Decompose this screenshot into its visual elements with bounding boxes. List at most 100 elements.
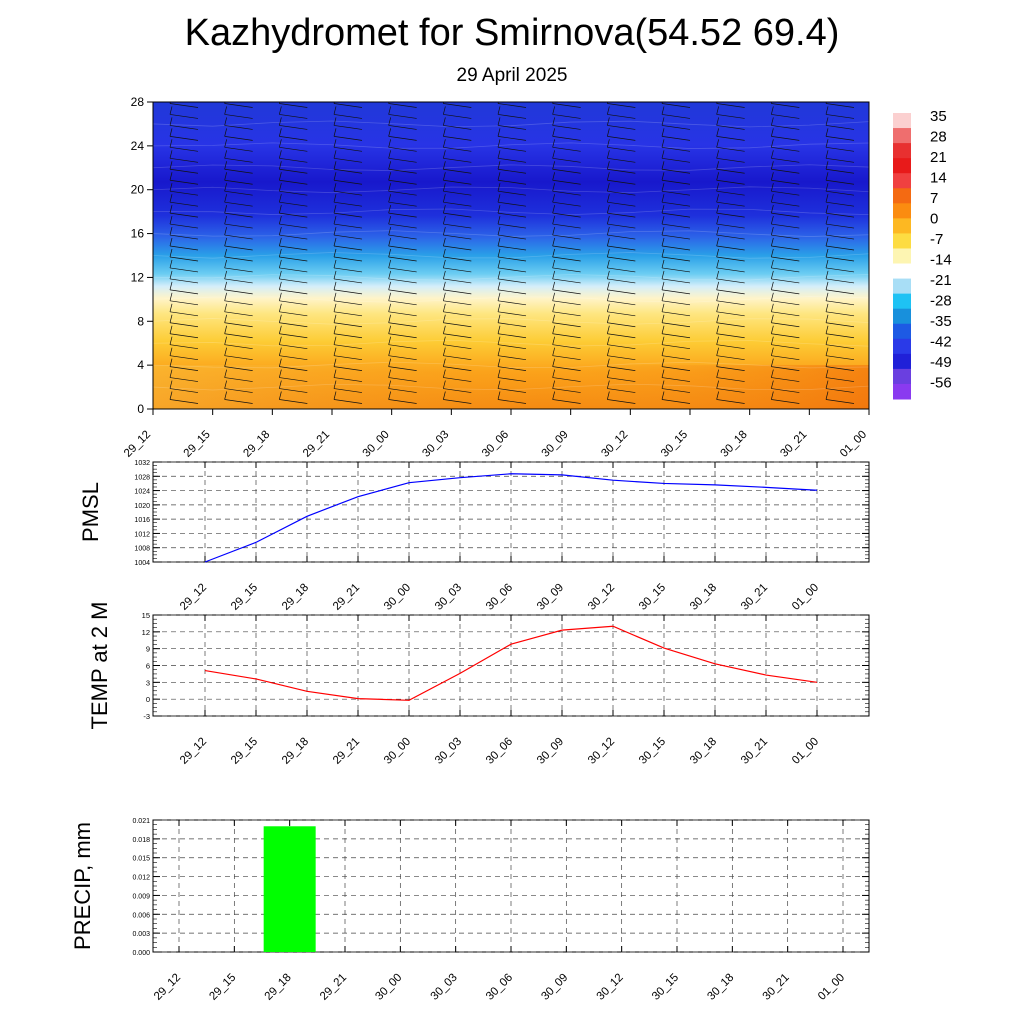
wind-barb	[825, 347, 855, 361]
barb-flag	[770, 194, 774, 203]
barb-shaft	[279, 157, 308, 163]
barb-shaft	[388, 168, 417, 174]
wind-barb	[552, 226, 581, 240]
wind-barb	[552, 172, 581, 185]
barb-flag	[388, 194, 392, 203]
wind-barb	[661, 369, 691, 382]
barb-flag	[388, 281, 392, 290]
barb-shaft	[333, 168, 363, 174]
wind-barb	[552, 303, 581, 317]
x-tick-label: 30_12	[586, 736, 617, 767]
wind-barb	[716, 194, 745, 207]
x-tick-label: 29_15	[229, 736, 260, 767]
y-tick-label: 1028	[134, 474, 150, 481]
barb-flag	[388, 117, 392, 126]
wind-barb	[552, 270, 581, 284]
precip-bar	[263, 826, 316, 952]
wind-barb	[661, 150, 691, 163]
wind-barb	[388, 292, 417, 306]
wind-barb	[825, 205, 855, 218]
barb-shaft	[607, 136, 636, 141]
barb-shaft	[224, 344, 253, 350]
barb-flag	[224, 369, 228, 378]
barb-shaft	[497, 168, 527, 174]
barb-shaft	[169, 366, 199, 371]
wind-barb	[661, 358, 691, 371]
barb-flag	[552, 106, 556, 115]
barb-shaft	[497, 234, 527, 240]
barb-flag	[278, 128, 282, 137]
barb-flag	[606, 106, 610, 115]
barb-flag	[333, 226, 337, 236]
barb-flag	[333, 205, 337, 214]
barb-shaft	[825, 234, 855, 240]
barb-shaft	[388, 399, 417, 404]
barb-flag	[661, 237, 665, 247]
y-tick-label: 16	[131, 227, 145, 241]
barb-flag	[169, 336, 173, 345]
wind-barb	[606, 139, 636, 152]
barb-shaft	[716, 136, 745, 141]
barb-flag	[169, 292, 173, 301]
wind-barb	[169, 172, 199, 185]
barb-flag	[825, 139, 829, 148]
barb-flag	[661, 270, 665, 279]
barb-shaft	[333, 267, 363, 273]
wind-barb	[278, 183, 308, 196]
wind-barb	[169, 391, 199, 404]
wind-barb	[661, 270, 691, 284]
wind-barb	[278, 336, 308, 350]
barb-flag	[716, 391, 720, 400]
barb-shaft	[771, 201, 800, 207]
x-tick-label: 30_06	[484, 972, 515, 1003]
barb-flag	[552, 194, 556, 203]
x-tick-label: 29_15	[229, 582, 260, 613]
barb-shaft	[716, 103, 745, 108]
wind-barb	[224, 139, 253, 152]
x-tick-label: 30_21	[761, 972, 792, 1003]
contour-line	[153, 383, 869, 391]
barb-shaft	[825, 136, 855, 141]
barb-flag	[442, 259, 446, 269]
barb-flag	[552, 347, 556, 356]
barb-shaft	[661, 322, 691, 328]
wind-barb	[224, 216, 253, 229]
wind-barb	[661, 347, 691, 361]
wind-barb	[716, 128, 745, 141]
barb-flag	[661, 303, 665, 312]
barb-shaft	[825, 355, 855, 361]
x-tick-label: 30_21	[739, 736, 770, 767]
wind-barb	[442, 237, 472, 251]
barb-shaft	[169, 168, 199, 174]
y-tick-label: 0.018	[132, 837, 150, 844]
wind-barb	[442, 314, 472, 328]
barb-flag	[716, 128, 720, 137]
barb-flag	[661, 314, 665, 323]
barb-flag	[606, 303, 610, 312]
wind-barb	[661, 106, 691, 119]
barb-flag	[716, 336, 720, 345]
wind-barb	[278, 259, 308, 273]
y-tick-label: 1004	[134, 560, 150, 567]
wind-barb	[224, 150, 253, 163]
barb-flag	[716, 281, 720, 290]
barb-flag	[770, 117, 774, 126]
barb-flag	[606, 358, 610, 367]
barb-shaft	[825, 388, 855, 393]
barb-flag	[388, 150, 392, 159]
wind-barb	[770, 106, 800, 119]
barb-flag	[497, 292, 501, 301]
barb-shaft	[443, 322, 472, 328]
barb-shaft	[169, 212, 199, 218]
wind-barb	[442, 106, 472, 119]
wind-barb	[497, 128, 527, 141]
barb-shaft	[825, 300, 855, 306]
barb-flag	[716, 226, 720, 236]
wind-barb	[333, 303, 363, 317]
x-tick-label: 30_12	[599, 429, 630, 460]
x-tick-label: 30_12	[586, 582, 617, 613]
barb-shaft	[716, 201, 745, 207]
barb-flag	[770, 248, 774, 258]
barb-shaft	[771, 146, 800, 152]
barb-flag	[661, 216, 665, 225]
